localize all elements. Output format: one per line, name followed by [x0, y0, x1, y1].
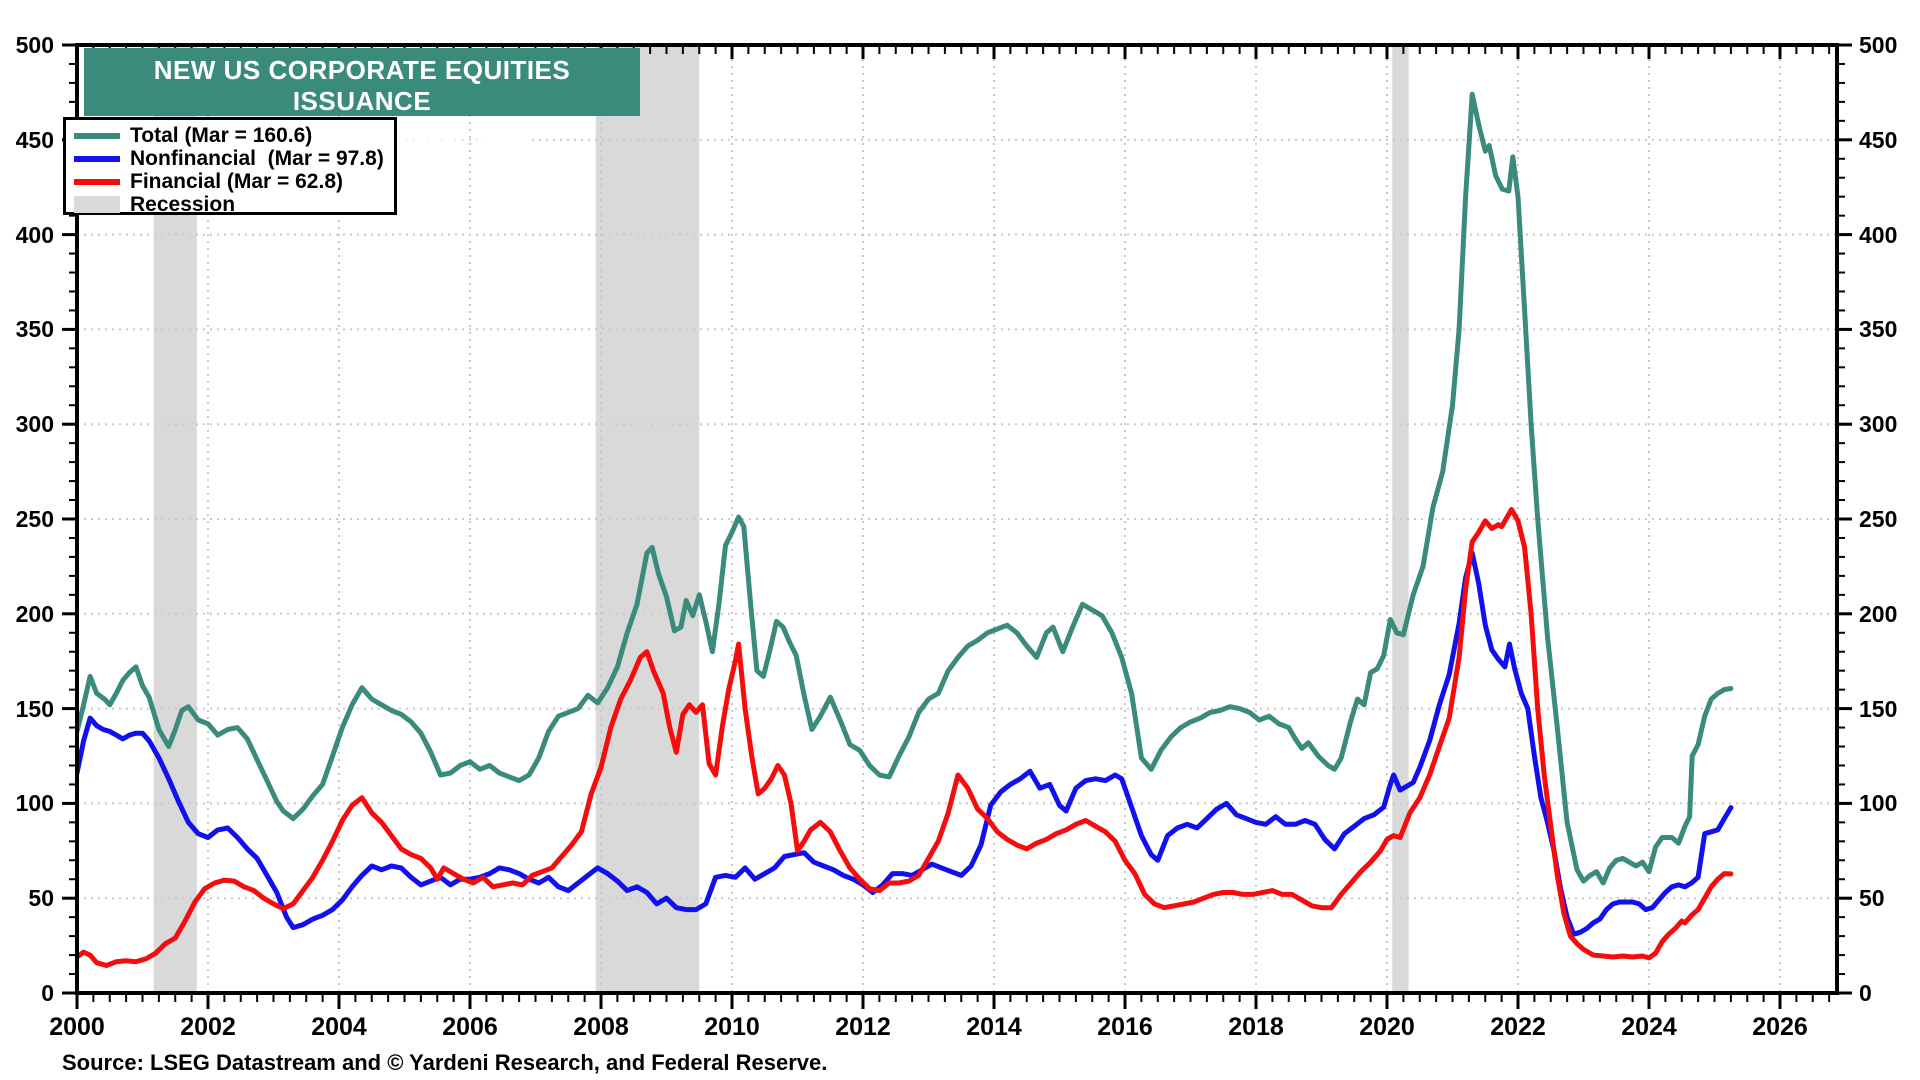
y-tick-label-left-450: 450: [15, 126, 54, 153]
source-note: Source: LSEG Datastream and © Yardeni Re…: [62, 1050, 828, 1075]
y-tick-label-right-50: 50: [1859, 885, 1885, 912]
y-tick-label-right-350: 350: [1859, 316, 1898, 343]
legend-item-financial: Financial (Mar = 62.8): [74, 170, 386, 193]
x-tick-label-2016: 2016: [1097, 1013, 1153, 1041]
y-tick-label-left-100: 100: [15, 790, 54, 817]
legend-label-financial: Financial (Mar = 62.8): [130, 169, 343, 193]
legend-item-nonfinancial: Nonfinancial (Mar = 97.8): [74, 147, 386, 170]
x-tick-label-2014: 2014: [966, 1013, 1022, 1041]
nonfinancial-line-swatch: [74, 155, 120, 162]
x-tick-label-2020: 2020: [1359, 1013, 1415, 1041]
financial-line-swatch: [74, 178, 120, 185]
x-tick-label-2012: 2012: [835, 1013, 891, 1041]
y-tick-label-right-100: 100: [1859, 790, 1898, 817]
x-tick-label-2000: 2000: [49, 1013, 105, 1041]
x-tick-label-2004: 2004: [311, 1013, 367, 1041]
chart-title-band: NEW US CORPORATE EQUITIES ISSUANCE (bill…: [84, 48, 640, 148]
x-tick-label-2026: 2026: [1752, 1013, 1808, 1041]
total-line-swatch: [74, 132, 120, 139]
legend-label-total: Total (Mar = 160.6): [130, 123, 313, 147]
x-tick-label-2010: 2010: [704, 1013, 760, 1041]
legend-item-recession: Recession: [74, 193, 386, 216]
x-tick-label-2008: 2008: [573, 1013, 629, 1041]
y-tick-label-left-500: 500: [15, 32, 54, 58]
y-tick-label-left-150: 150: [15, 695, 54, 722]
y-tick-label-left-50: 50: [28, 885, 54, 912]
legend: Total (Mar = 160.6) Nonfinancial (Mar = …: [63, 117, 397, 216]
x-tick-label-2024: 2024: [1621, 1013, 1677, 1041]
y-tick-label-right-200: 200: [1859, 600, 1898, 627]
legend-label-nonfinancial: Nonfinancial (Mar = 97.8): [130, 146, 384, 170]
x-tick-label-2022: 2022: [1490, 1013, 1546, 1041]
y-tick-label-left-200: 200: [15, 600, 54, 627]
financial-line: [77, 507, 1734, 968]
recession-box-swatch: [74, 196, 120, 213]
y-tick-label-right-0: 0: [1859, 980, 1872, 1006]
x-tick-label-2002: 2002: [180, 1013, 236, 1041]
y-tick-label-right-250: 250: [1859, 506, 1898, 532]
series-lines: [77, 91, 1734, 968]
x-tick-label-2006: 2006: [442, 1013, 498, 1041]
x-tick-label-2018: 2018: [1228, 1013, 1284, 1041]
recession-band: [595, 45, 700, 993]
y-tick-label-left-350: 350: [15, 316, 54, 343]
y-tick-label-right-300: 300: [1859, 411, 1898, 438]
y-tick-label-left-400: 400: [15, 221, 54, 248]
y-tick-label-right-500: 500: [1859, 32, 1898, 58]
legend-item-total: Total (Mar = 160.6): [74, 124, 386, 147]
y-tick-label-left-300: 300: [15, 411, 54, 438]
y-tick-label-right-400: 400: [1859, 221, 1898, 248]
legend-label-recession: Recession: [130, 192, 236, 216]
y-tick-label-left-250: 250: [15, 506, 54, 532]
y-tick-label-left-0: 0: [41, 980, 54, 1006]
y-tick-label-right-450: 450: [1859, 126, 1898, 153]
y-tick-label-right-150: 150: [1859, 695, 1898, 722]
chart-title: NEW US CORPORATE EQUITIES ISSUANCE: [153, 55, 571, 116]
